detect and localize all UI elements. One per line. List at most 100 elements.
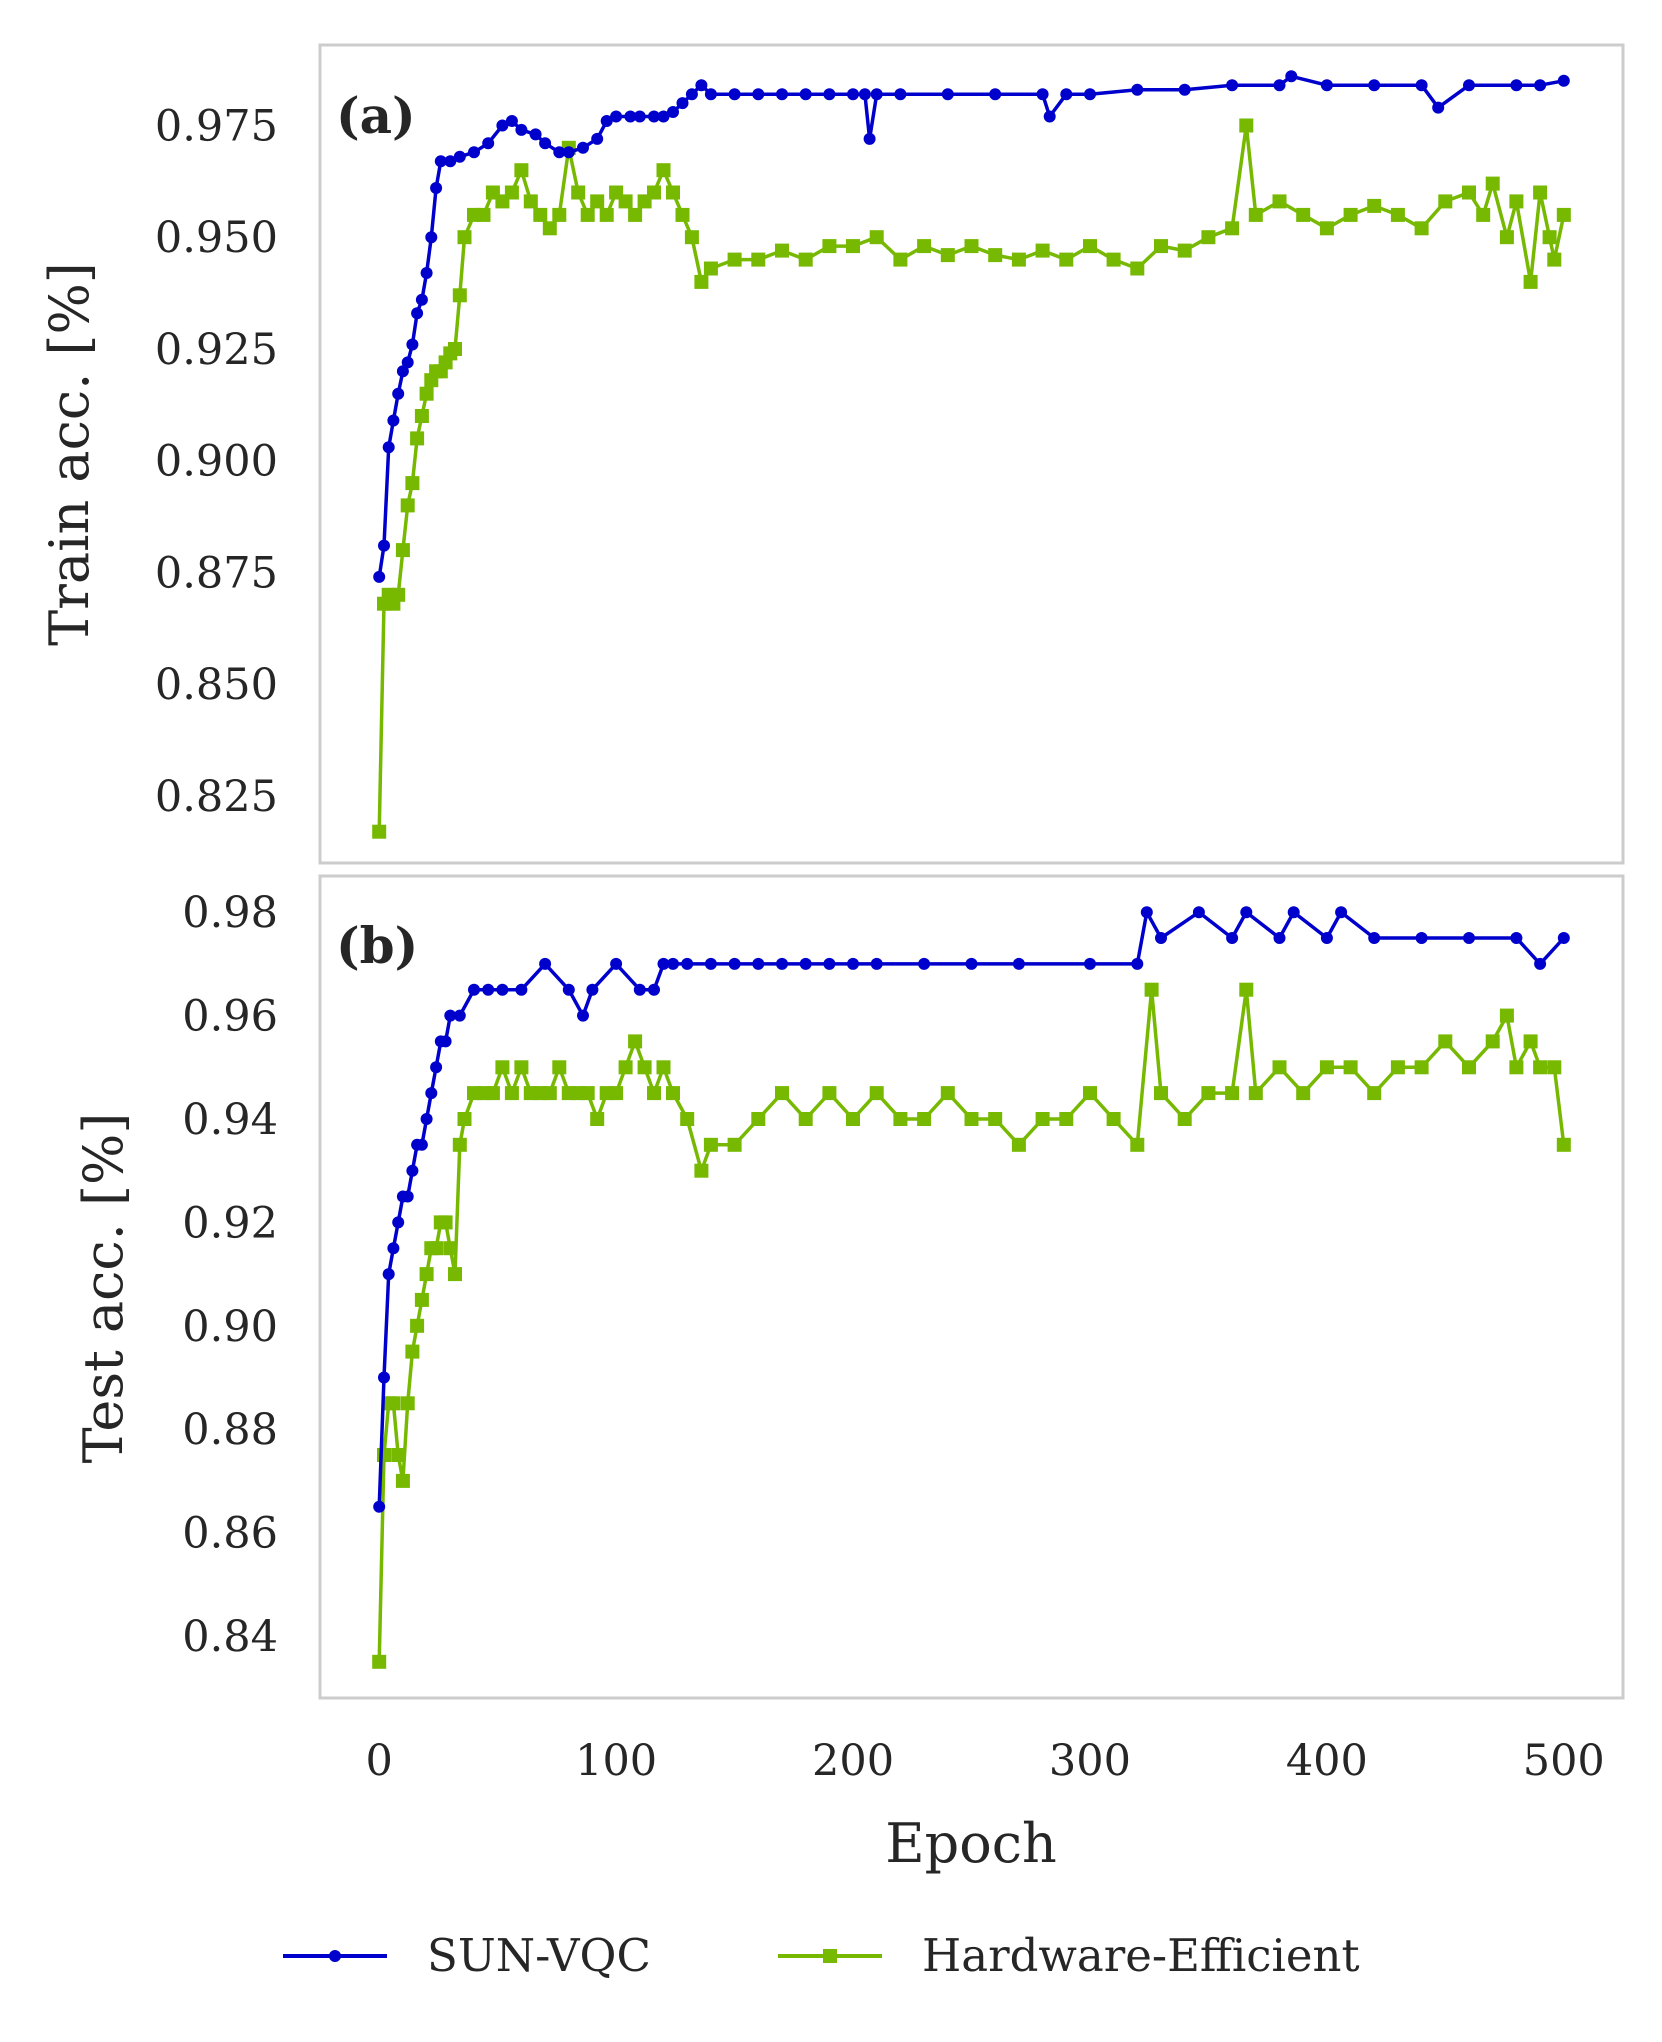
panel-a-hardware-efficient-point-36 <box>628 207 643 222</box>
legend-label-hardware-efficient: Hardware-Efficient <box>922 1929 1360 1982</box>
panel-a-y-tick-5: 0.950 <box>155 213 278 263</box>
x-tick-4: 400 <box>1286 1736 1368 1786</box>
panel-a-sun-vqc-point-1 <box>378 539 390 552</box>
panel-b-sun-vqc-point-23 <box>577 1009 589 1022</box>
panel-b-hardware-efficient-point-68 <box>1248 1086 1263 1101</box>
panel-a-hardware-efficient-point-16 <box>448 342 462 356</box>
panel-b-sun-vqc-point-37 <box>847 957 859 970</box>
panel-a-sun-vqc-point-49 <box>989 88 1002 101</box>
panel-b-sun-vqc-point-27 <box>648 983 660 996</box>
panel-a-sun-vqc-point-0 <box>373 570 386 583</box>
panel-b-sun-vqc-point-4 <box>392 1216 405 1229</box>
panel-a-hardware-efficient-point-76 <box>1438 194 1453 209</box>
panel-a-sun-vqc-point-42 <box>823 88 836 101</box>
panel-a-series-group <box>372 70 1571 839</box>
panel-b-hardware-efficient-point-6 <box>400 1396 415 1411</box>
panel-a-sun-vqc-point-16 <box>468 146 480 159</box>
panel-a-sun-vqc-point-28 <box>610 110 623 123</box>
panel-a-sun-vqc-point-51 <box>1043 110 1056 123</box>
panel-b-hardware-efficient-point-71 <box>1319 1060 1334 1075</box>
panel-a-sun-vqc-point-23 <box>553 146 566 159</box>
panel-b-sun-vqc-point-19 <box>496 983 509 996</box>
panel-b-hardware-efficient-point-7 <box>405 1344 420 1359</box>
panel-a-sun-vqc-point-29 <box>624 110 637 123</box>
panel-a-sun-vqc-point-48 <box>941 88 954 101</box>
panel-a-sun-vqc-point-41 <box>799 88 812 101</box>
panel-a-sun-vqc-point-4 <box>392 387 405 400</box>
panel-a-sun-vqc-point-12 <box>430 182 443 194</box>
panel-a-y-tick-labels: 0.825 0.850 0.875 0.900 0.925 0.950 0.975 <box>155 101 278 821</box>
panel-b-sun-vqc-point-32 <box>728 957 741 970</box>
panel-b-sun-vqc-point-51 <box>1320 932 1333 944</box>
panel-a-hardware-efficient-point-9 <box>414 409 429 423</box>
panel-b-hardware-efficient-point-21 <box>485 1086 500 1101</box>
panel-b-hardware-efficient-point-1 <box>377 1448 391 1462</box>
panel-b-hardware-efficient-point-78 <box>1485 1034 1500 1049</box>
panel-b-sun-vqc-point-21 <box>539 957 552 970</box>
panel-b-y-tick-1: 0.86 <box>182 1509 278 1559</box>
panel-b-y-tick-2: 0.88 <box>182 1405 278 1455</box>
panel-a-hardware-efficient-point-54 <box>940 248 955 263</box>
panel-a-sun-vqc-point-65 <box>1534 79 1547 92</box>
panel-b-hardware-efficient-point-79 <box>1499 1008 1514 1023</box>
panel-b-hardware-efficient-point-48 <box>822 1086 837 1101</box>
panel-b-y-tick-4: 0.92 <box>182 1198 278 1248</box>
panel-b-sun-vqc-point-45 <box>1155 932 1167 944</box>
panel-b-y-tick-6: 0.96 <box>182 992 278 1042</box>
panel-a-hardware-efficient-point-73 <box>1367 198 1382 213</box>
panel-b-sun-vqc-point-55 <box>1463 932 1475 944</box>
legend-marker-hardware-efficient <box>823 1949 837 1963</box>
panel-a-hardware-efficient-point-70 <box>1296 207 1311 222</box>
panel-a-hardware-efficient-point-52 <box>893 252 908 267</box>
panel-b-hardware-efficient-point-81 <box>1523 1034 1538 1049</box>
panel-a-sun-vqc-point-37 <box>704 88 717 101</box>
panel-b-y-tick-labels: 0.84 0.86 0.88 0.90 0.92 0.94 0.96 0.98 <box>182 888 278 1662</box>
panel-b-hardware-efficient-point-61 <box>1130 1137 1145 1152</box>
legend-label-sun-vqc: SUN-VQC <box>427 1929 651 1982</box>
panel-b-sun-vqc-point-6 <box>401 1190 414 1203</box>
panel-b-y-axis-label: Test acc. [%] <box>72 1113 135 1464</box>
panel-a-hardware-efficient-point-18 <box>457 230 472 245</box>
panel-b-hardware-efficient-point-59 <box>1083 1086 1097 1101</box>
panel-a-sun-vqc-point-40 <box>776 88 788 101</box>
panel-a-sun-vqc-point-64 <box>1510 79 1523 92</box>
panel-b-sun-vqc-point-0 <box>373 1500 386 1513</box>
panel-b-sun-vqc-point-54 <box>1415 932 1428 944</box>
panel-a-hardware-efficient-point-28 <box>552 207 567 222</box>
panel-a-sun-vqc-point-18 <box>496 119 509 132</box>
panel-b-hardware-efficient-point-5 <box>395 1473 410 1488</box>
panel-b-sun-vqc-point-22 <box>562 983 575 996</box>
panel-b-hardware-efficient-point-38 <box>647 1086 661 1101</box>
x-tick-3: 300 <box>1049 1736 1131 1786</box>
panel-a-sun-vqc-point-47 <box>894 88 907 101</box>
panel-a-hardware-efficient-point-79 <box>1485 176 1500 191</box>
panel-a-sun-vqc-point-58 <box>1285 70 1298 83</box>
panel-a-hardware-efficient-point-81 <box>1509 194 1524 209</box>
panel-b-sun-vqc-point-1 <box>378 1371 390 1384</box>
x-tick-2: 200 <box>812 1736 894 1786</box>
x-tick-5: 500 <box>1523 1736 1605 1786</box>
panel-b-hardware-efficient-point-57 <box>1035 1112 1050 1126</box>
panel-b-hardware-efficient-point-49 <box>846 1112 860 1126</box>
panel-b-test-accuracy: 0.84 0.86 0.88 0.90 0.92 0.94 0.96 0.98 0 100 200… <box>72 874 1625 1875</box>
panel-b-hardware-efficient-point-10 <box>419 1267 434 1282</box>
panel-b-hardware-efficient-point-50 <box>869 1086 884 1101</box>
panel-a-hardware-efficient-point-32 <box>590 194 605 209</box>
panel-a-sun-vqc-point-25 <box>577 141 589 154</box>
panel-a-hardware-efficient-point-83 <box>1533 185 1548 200</box>
panel-b-sun-vqc-point-33 <box>752 957 765 970</box>
panel-a-sun-vqc-point-30 <box>633 110 646 123</box>
panel-a-hardware-efficient-point-20 <box>476 207 491 222</box>
panel-b-sun-vqc-point-41 <box>1012 957 1025 970</box>
panel-a-hardware-efficient-point-47 <box>775 243 789 258</box>
panel-a-sun-vqc-point-27 <box>600 115 613 127</box>
panel-a-hardware-efficient-point-38 <box>647 185 661 200</box>
panel-b-hardware-efficient-point-3 <box>386 1396 401 1411</box>
panel-a-hardware-efficient-point-8 <box>410 431 425 446</box>
panel-a-hardware-efficient-point-24 <box>514 163 529 178</box>
panel-b-sun-vqc-point-24 <box>586 983 599 996</box>
panel-b-sun-vqc-point-40 <box>965 957 978 970</box>
panel-b-hardware-efficient-point-16 <box>448 1267 462 1282</box>
panel-a-hardware-efficient-point-10 <box>419 386 434 401</box>
